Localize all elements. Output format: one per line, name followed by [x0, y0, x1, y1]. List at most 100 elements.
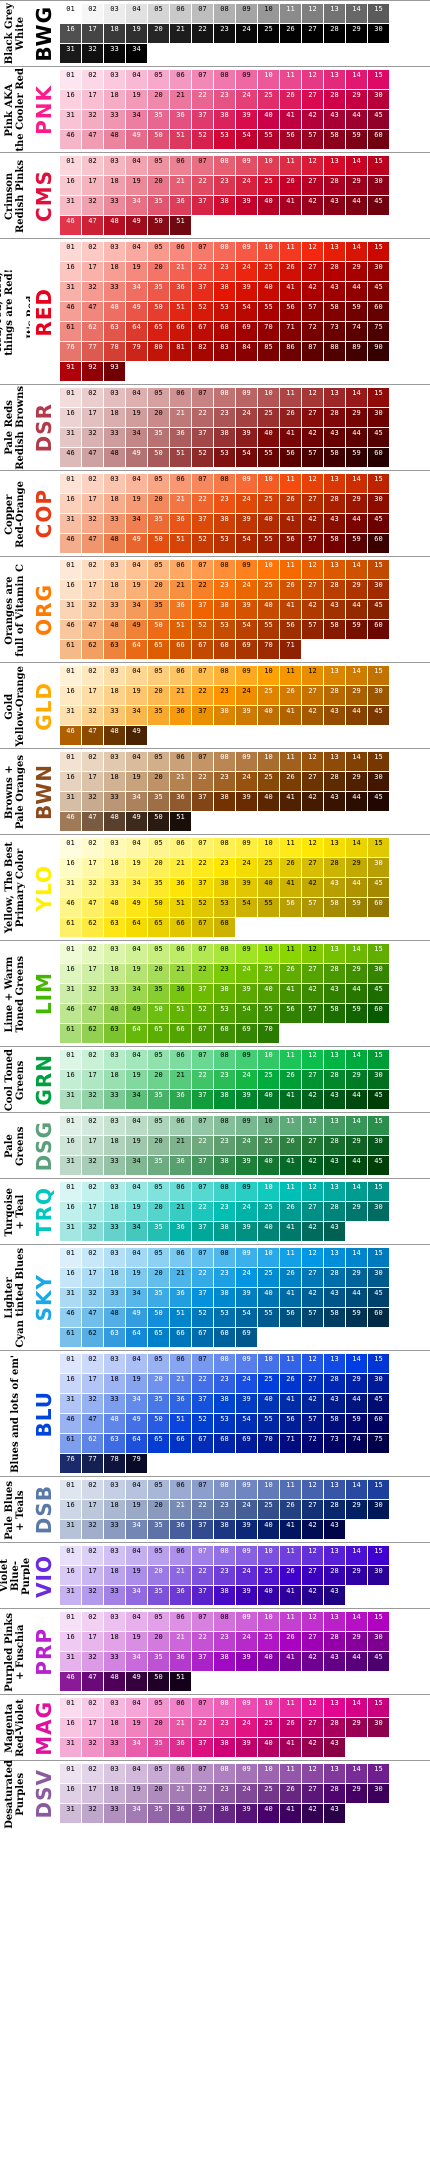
color-swatch[interactable]: 25	[258, 1566, 279, 1585]
color-swatch[interactable]: 06	[170, 944, 191, 963]
color-swatch[interactable]: 33	[104, 600, 125, 619]
color-swatch[interactable]: 16	[60, 90, 81, 109]
color-swatch[interactable]: 04	[126, 944, 147, 963]
color-swatch[interactable]: 42	[302, 1652, 323, 1671]
color-swatch[interactable]: 12	[302, 1354, 323, 1373]
color-swatch[interactable]: 49	[126, 1672, 147, 1691]
color-swatch[interactable]: 07	[192, 752, 213, 771]
color-swatch[interactable]: 07	[192, 1182, 213, 1201]
color-swatch[interactable]: 27	[302, 1632, 323, 1651]
color-swatch[interactable]: 36	[170, 1520, 191, 1539]
color-swatch[interactable]: 17	[82, 1374, 103, 1393]
color-swatch[interactable]: 66	[170, 1328, 191, 1347]
color-swatch[interactable]: 53	[214, 130, 235, 149]
color-swatch[interactable]: 30	[368, 1070, 389, 1089]
color-swatch[interactable]: 13	[324, 474, 345, 493]
color-swatch[interactable]: 29	[346, 176, 367, 195]
color-swatch[interactable]: 32	[82, 1586, 103, 1605]
color-swatch[interactable]: 01	[60, 944, 81, 963]
color-swatch[interactable]: 51	[170, 130, 191, 149]
color-swatch[interactable]: 11	[280, 666, 301, 685]
color-swatch[interactable]: 33	[104, 1288, 125, 1307]
color-swatch[interactable]: 21	[170, 176, 191, 195]
color-swatch[interactable]: 48	[104, 216, 125, 235]
color-swatch[interactable]: 61	[60, 1024, 81, 1043]
color-swatch[interactable]: 22	[192, 580, 213, 599]
color-swatch[interactable]: 34	[126, 600, 147, 619]
color-swatch[interactable]: 27	[302, 1718, 323, 1737]
color-swatch[interactable]: 21	[170, 1202, 191, 1221]
color-swatch[interactable]: 03	[104, 560, 125, 579]
color-swatch[interactable]: 41	[280, 706, 301, 725]
color-swatch[interactable]: 05	[148, 70, 169, 89]
color-swatch[interactable]: 23	[214, 858, 235, 877]
color-swatch[interactable]: 57	[302, 302, 323, 321]
color-swatch[interactable]: 45	[368, 196, 389, 215]
color-swatch[interactable]: 34	[126, 196, 147, 215]
color-swatch[interactable]: 29	[346, 1784, 367, 1803]
color-swatch[interactable]: 12	[302, 156, 323, 175]
color-swatch[interactable]: 14	[346, 474, 367, 493]
color-swatch[interactable]: 83	[214, 342, 235, 361]
color-swatch[interactable]: 32	[82, 196, 103, 215]
color-swatch[interactable]: 45	[368, 282, 389, 301]
color-swatch[interactable]: 63	[104, 1024, 125, 1043]
color-swatch[interactable]: 22	[192, 1268, 213, 1287]
color-swatch[interactable]: 33	[104, 110, 125, 129]
color-swatch[interactable]: 71	[280, 1434, 301, 1453]
color-swatch[interactable]: 14	[346, 1480, 367, 1499]
color-swatch[interactable]: 28	[324, 964, 345, 983]
color-swatch[interactable]: 16	[60, 176, 81, 195]
color-swatch[interactable]: 01	[60, 838, 81, 857]
color-swatch[interactable]: 07	[192, 1050, 213, 1069]
color-swatch[interactable]: 06	[170, 1182, 191, 1201]
color-swatch[interactable]: 28	[324, 580, 345, 599]
color-swatch[interactable]: 12	[302, 1546, 323, 1565]
color-swatch[interactable]: 53	[214, 1308, 235, 1327]
color-swatch[interactable]: 29	[346, 494, 367, 513]
color-swatch[interactable]: 78	[104, 1454, 125, 1473]
color-swatch[interactable]: 12	[302, 1248, 323, 1267]
color-swatch[interactable]: 42	[302, 1394, 323, 1413]
color-swatch[interactable]: 08	[214, 1050, 235, 1069]
color-swatch[interactable]: 42	[302, 110, 323, 129]
color-swatch[interactable]: 35	[148, 1586, 169, 1605]
color-swatch[interactable]: 01	[60, 752, 81, 771]
color-swatch[interactable]: 46	[60, 898, 81, 917]
color-swatch[interactable]: 33	[104, 1222, 125, 1241]
color-swatch[interactable]: 03	[104, 1182, 125, 1201]
color-swatch[interactable]: 07	[192, 474, 213, 493]
color-swatch[interactable]: 35	[148, 282, 169, 301]
color-swatch[interactable]: 25	[258, 1268, 279, 1287]
color-swatch[interactable]: 41	[280, 1520, 301, 1539]
color-swatch[interactable]: 07	[192, 666, 213, 685]
color-swatch[interactable]: 27	[302, 1566, 323, 1585]
color-swatch[interactable]: 40	[258, 792, 279, 811]
color-swatch[interactable]: 49	[126, 216, 147, 235]
color-swatch[interactable]: 22	[192, 1718, 213, 1737]
color-swatch[interactable]: 48	[104, 898, 125, 917]
color-swatch[interactable]: 42	[302, 1288, 323, 1307]
color-swatch[interactable]: 49	[126, 1414, 147, 1433]
color-swatch[interactable]: 10	[258, 70, 279, 89]
color-swatch[interactable]: 69	[236, 1328, 257, 1347]
color-swatch[interactable]: 12	[302, 944, 323, 963]
color-swatch[interactable]: 67	[192, 1328, 213, 1347]
color-swatch[interactable]: 31	[60, 1090, 81, 1109]
color-swatch[interactable]: 59	[346, 302, 367, 321]
color-swatch[interactable]: 28	[324, 1500, 345, 1519]
color-swatch[interactable]: 75	[368, 322, 389, 341]
color-swatch[interactable]: 47	[82, 302, 103, 321]
color-swatch[interactable]: 89	[346, 342, 367, 361]
color-swatch[interactable]: 47	[82, 812, 103, 831]
color-swatch[interactable]: 32	[82, 1288, 103, 1307]
color-swatch[interactable]: 44	[346, 984, 367, 1003]
color-swatch[interactable]: 05	[148, 1612, 169, 1631]
color-swatch[interactable]: 11	[280, 1050, 301, 1069]
color-swatch[interactable]: 04	[126, 1480, 147, 1499]
color-swatch[interactable]: 35	[148, 1520, 169, 1539]
color-swatch[interactable]: 49	[126, 1004, 147, 1023]
color-swatch[interactable]: 04	[126, 242, 147, 261]
color-swatch[interactable]: 29	[346, 1632, 367, 1651]
color-swatch[interactable]: 60	[368, 898, 389, 917]
